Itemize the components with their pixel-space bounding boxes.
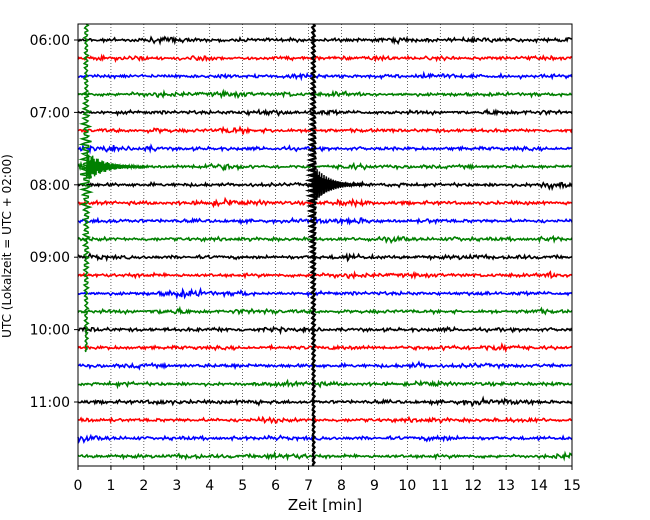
y-tick-label: 09:00 (30, 250, 70, 266)
trace-line (77, 360, 573, 371)
trace-line (77, 88, 573, 100)
y-tick-label: 06:00 (30, 33, 70, 49)
event-spike (78, 23, 94, 353)
x-tick-label: 13 (497, 478, 515, 494)
trace-line (77, 342, 573, 353)
x-tick-label: 8 (337, 478, 346, 494)
trace-line (77, 143, 573, 155)
trace-line (77, 234, 573, 245)
trace-line (77, 216, 573, 227)
x-tick-label: 10 (398, 478, 416, 494)
trace-line (77, 286, 573, 301)
x-tick-label: 2 (139, 478, 148, 494)
x-tick-label: 1 (106, 478, 115, 494)
y-axis: 06:00 07:00 08:00 09:00 10:00 11:00 (30, 33, 78, 411)
x-tick-label: 15 (563, 478, 581, 494)
x-tick-label: 6 (271, 478, 280, 494)
trace-line (78, 378, 573, 390)
trace-line (78, 325, 573, 336)
x-tick-label: 4 (205, 478, 214, 494)
event-spike (304, 23, 317, 467)
event-group (78, 23, 364, 467)
trace-line (77, 125, 573, 135)
x-tick-label: 9 (370, 478, 379, 494)
event-coda (312, 166, 364, 203)
trace-line (77, 252, 573, 263)
y-tick-label: 07:00 (30, 105, 70, 121)
trace-line (78, 415, 573, 425)
x-axis: 0 1 2 3 4 5 6 7 8 9 10 11 12 13 14 15 (74, 466, 581, 494)
trace-line (77, 160, 572, 172)
trace-line (77, 450, 573, 462)
trace-line (77, 433, 573, 444)
trace-line (77, 395, 573, 408)
x-tick-label: 11 (431, 478, 449, 494)
trace-group (77, 35, 573, 462)
trace-line (77, 35, 573, 46)
trace-line (78, 70, 573, 82)
y-tick-label: 08:00 (30, 178, 70, 194)
x-tick-label: 12 (464, 478, 482, 494)
y-axis-label: UTC (Lokalzeit = UTC + 02:00) (0, 154, 14, 338)
x-tick-label: 14 (530, 478, 548, 494)
event-coda (85, 151, 146, 180)
x-tick-label: 5 (238, 478, 247, 494)
trace-line (77, 305, 573, 316)
x-tick-label: 3 (172, 478, 181, 494)
x-tick-label: 0 (74, 478, 83, 494)
y-tick-label: 10:00 (30, 323, 70, 339)
trace-line (77, 270, 573, 281)
y-tick-label: 11:00 (30, 395, 70, 411)
grid-lines (110, 24, 540, 466)
plot-frame (77, 23, 573, 467)
trace-line (78, 196, 572, 209)
x-axis-label: Zeit [min] (288, 496, 362, 514)
trace-line (77, 53, 573, 64)
x-tick-label: 7 (304, 478, 313, 494)
trace-line (77, 108, 573, 117)
